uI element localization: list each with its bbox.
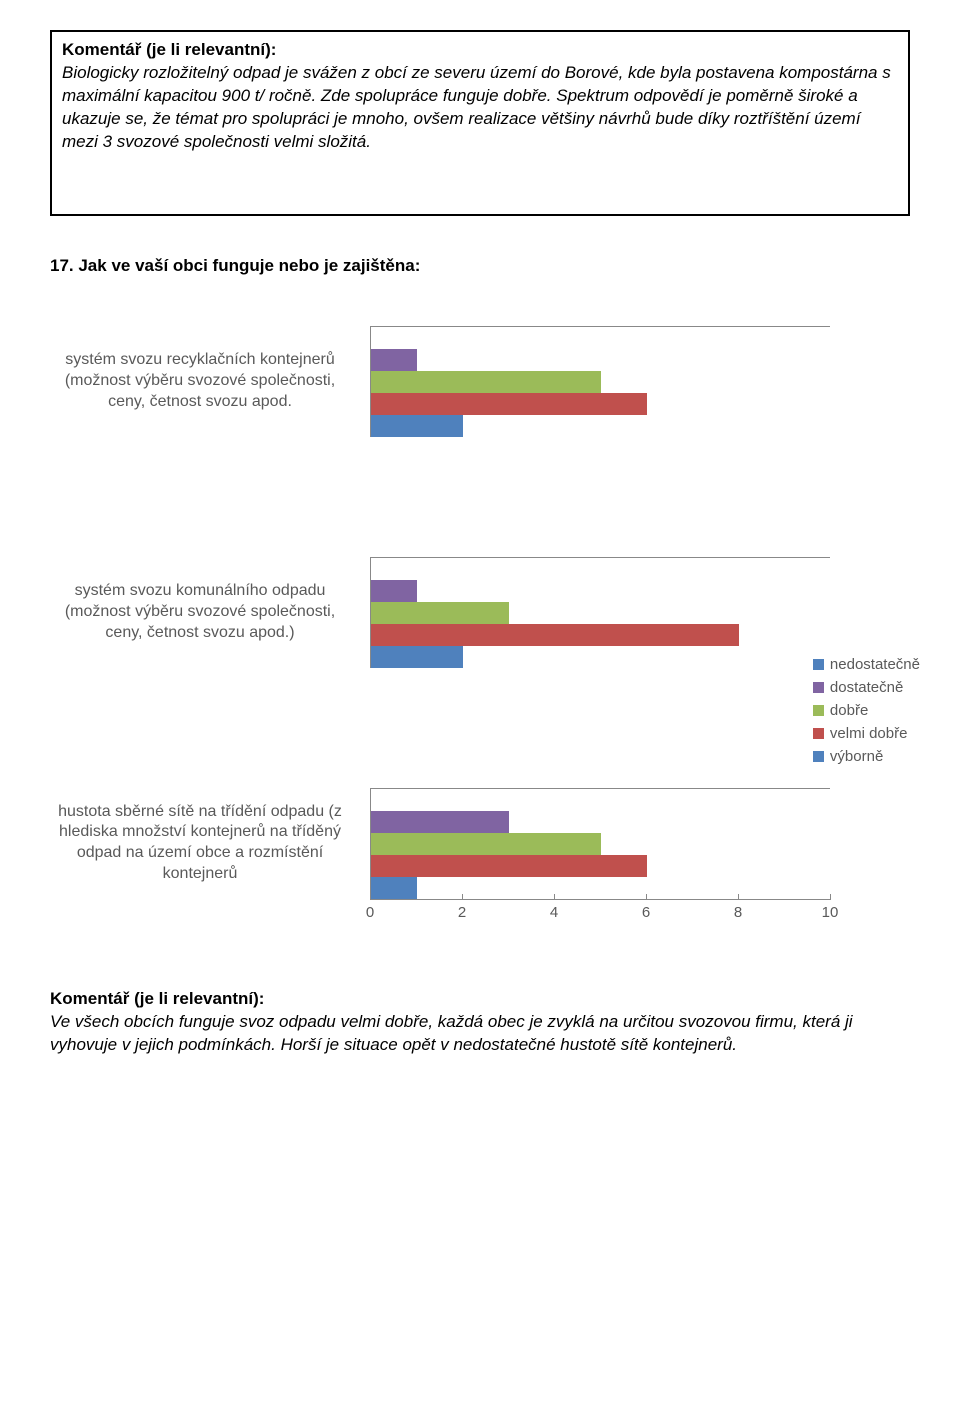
x-tick-label: 6 <box>642 904 650 921</box>
legend-swatch <box>813 659 824 670</box>
bar-velmi_dobre <box>371 624 739 646</box>
bar-dostatecne <box>371 811 509 833</box>
x-tickmark <box>554 894 555 900</box>
chart-container: systém svozu recyklačních kontejnerů (mo… <box>50 326 910 929</box>
category-label: systém svozu recyklačních kontejnerů (mo… <box>50 350 370 412</box>
legend-label: dobře <box>830 702 868 719</box>
x-tick-label: 4 <box>550 904 558 921</box>
chart-category: systém svozu recyklačních kontejnerů (mo… <box>50 326 910 437</box>
legend-item: dostatečně <box>813 679 920 696</box>
category-label: hustota sběrné sítě na třídění odpadu (z… <box>50 802 370 885</box>
x-tickmark <box>462 894 463 900</box>
chart-category: hustota sběrné sítě na třídění odpadu (z… <box>50 788 910 899</box>
x-tick-label: 2 <box>458 904 466 921</box>
legend-item: dobře <box>813 702 920 719</box>
chart-rows: systém svozu recyklačních kontejnerů (mo… <box>50 326 910 899</box>
x-axis: 0246810 <box>370 899 830 929</box>
bar-vyborne <box>371 415 463 437</box>
legend-swatch <box>813 728 824 739</box>
legend-label: nedostatečně <box>830 656 920 673</box>
bar-vyborne <box>371 877 417 899</box>
legend-swatch <box>813 705 824 716</box>
legend-swatch <box>813 682 824 693</box>
category-label: systém svozu komunálního odpadu (možnost… <box>50 581 370 643</box>
bar-velmi_dobre <box>371 855 647 877</box>
x-tickmark <box>738 894 739 900</box>
comment-title: Komentář (je li relevantní): <box>62 40 898 60</box>
comment-box-top: Komentář (je li relevantní): Biologicky … <box>50 30 910 216</box>
bar-dostatecne <box>371 349 417 371</box>
comment-bottom: Komentář (je li relevantní): Ve všech ob… <box>50 989 910 1057</box>
bar-group <box>370 326 830 437</box>
comment-title: Komentář (je li relevantní): <box>50 989 910 1009</box>
bar-vyborne <box>371 646 463 668</box>
legend-label: dostatečně <box>830 679 903 696</box>
bar-dostatecne <box>371 580 417 602</box>
bar-dobre <box>371 602 509 624</box>
bar-group <box>370 557 830 668</box>
comment-body: Biologicky rozložitelný odpad je svážen … <box>62 62 898 154</box>
question-heading: 17. Jak ve vaší obci funguje nebo je zaj… <box>50 256 910 276</box>
x-tick-label: 0 <box>366 904 374 921</box>
legend: nedostatečně dostatečně dobře velmi dobře vý… <box>813 656 920 771</box>
x-tick-label: 10 <box>822 904 839 921</box>
bar-dobre <box>371 833 601 855</box>
x-tickmark <box>830 894 831 900</box>
legend-label: velmi dobře <box>830 725 908 742</box>
x-tickmark <box>370 894 371 900</box>
legend-label: výborně <box>830 748 883 765</box>
comment-body: Ve všech obcích funguje svoz odpadu velm… <box>50 1011 910 1057</box>
legend-item: nedostatečně <box>813 656 920 673</box>
bar-group <box>370 788 830 899</box>
bar-velmi_dobre <box>371 393 647 415</box>
legend-item: velmi dobře <box>813 725 920 742</box>
chart-category: systém svozu komunálního odpadu (možnost… <box>50 557 910 668</box>
legend-item: výborně <box>813 748 920 765</box>
bar-dobre <box>371 371 601 393</box>
x-tickmark <box>646 894 647 900</box>
x-tick-label: 8 <box>734 904 742 921</box>
legend-swatch <box>813 751 824 762</box>
